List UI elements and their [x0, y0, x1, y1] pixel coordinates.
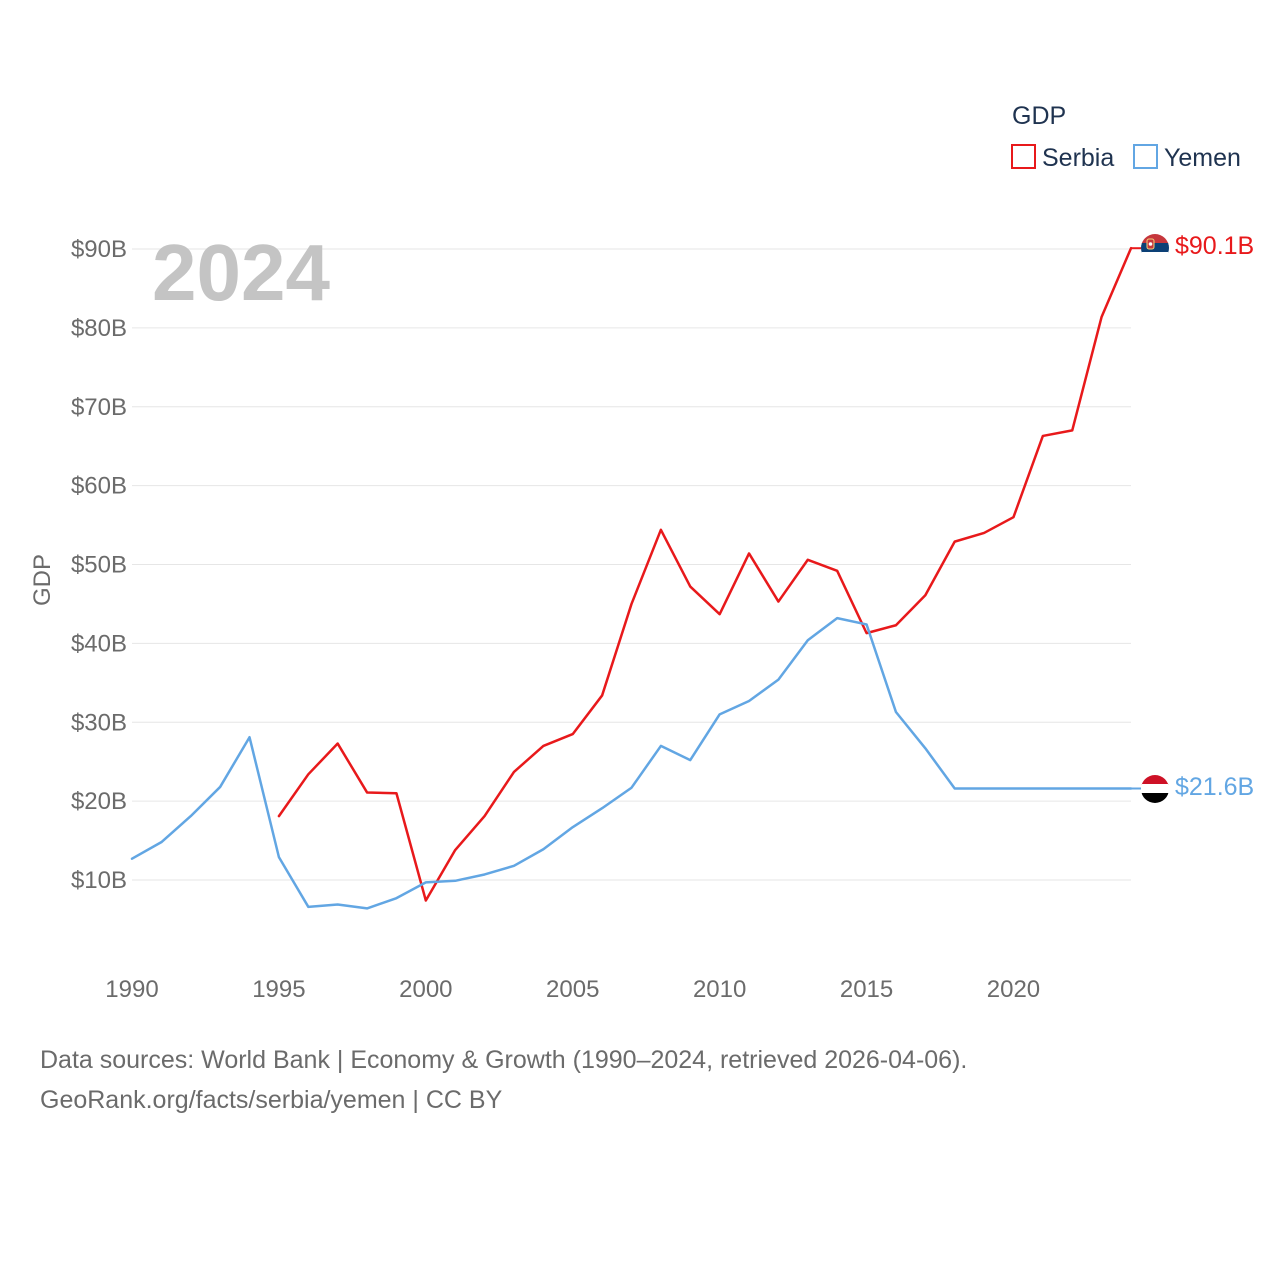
footer-sources: Data sources: World Bank | Economy & Gro…: [40, 1046, 968, 1074]
yemen-flag-icon: [1141, 775, 1169, 803]
series-lines: [130, 246, 1141, 910]
y-tick-label: $20B: [71, 788, 127, 815]
legend-item-yemen[interactable]: Yemen: [1133, 144, 1241, 172]
y-tick-label: $50B: [71, 552, 127, 579]
legend-title: GDP: [1012, 102, 1066, 130]
footer-attribution[interactable]: GeoRank.org/facts/serbia/yemen | CC BY: [40, 1086, 503, 1114]
serbia-flag-icon: [1141, 234, 1169, 262]
end-label-yemen: $21.6B: [1175, 773, 1254, 801]
legend-swatch-serbia: [1011, 144, 1036, 169]
x-tick-label: 2005: [546, 976, 599, 1003]
x-tick-label: 1995: [252, 976, 305, 1003]
legend-label-yemen: Yemen: [1164, 144, 1241, 172]
x-tick-label: 2010: [693, 976, 746, 1003]
legend-swatch-yemen: [1133, 144, 1158, 169]
series-line-serbia: [277, 246, 1133, 902]
gridlines: [132, 248, 1131, 881]
y-tick-label: $90B: [71, 236, 127, 263]
y-tick-label: $10B: [71, 867, 127, 894]
gdp-line-chart: $10B $20B $30B $40B $50B $60B $70B $80B $90B 199…: [29, 102, 1254, 1003]
legend: GDP Serbia Yemen: [1011, 102, 1241, 172]
y-tick-label: $40B: [71, 630, 127, 657]
end-label-serbia: $90.1B: [1175, 232, 1254, 260]
footer: Data sources: World Bank | Economy & Gro…: [40, 1040, 967, 1120]
y-tick-label: $70B: [71, 394, 127, 421]
x-tick-label: 2000: [399, 976, 452, 1003]
series-line-yemen: [130, 616, 1133, 910]
y-tick-label: $80B: [71, 315, 127, 342]
y-tick-label: $30B: [71, 709, 127, 736]
y-tick-label: $60B: [71, 473, 127, 500]
legend-label-serbia: Serbia: [1042, 144, 1114, 172]
y-axis-title: GDP: [29, 554, 56, 606]
y-axis: $10B $20B $30B $40B $50B $60B $70B $80B $90B: [71, 236, 127, 894]
x-tick-label: 1990: [105, 976, 158, 1003]
legend-item-serbia[interactable]: Serbia: [1011, 144, 1114, 172]
x-tick-label: 2020: [987, 976, 1040, 1003]
x-axis: 1990 1995 2000 2005 2010 2015 2020: [105, 976, 1040, 1003]
x-tick-label: 2015: [840, 976, 893, 1003]
year-label: 2024: [152, 228, 330, 317]
